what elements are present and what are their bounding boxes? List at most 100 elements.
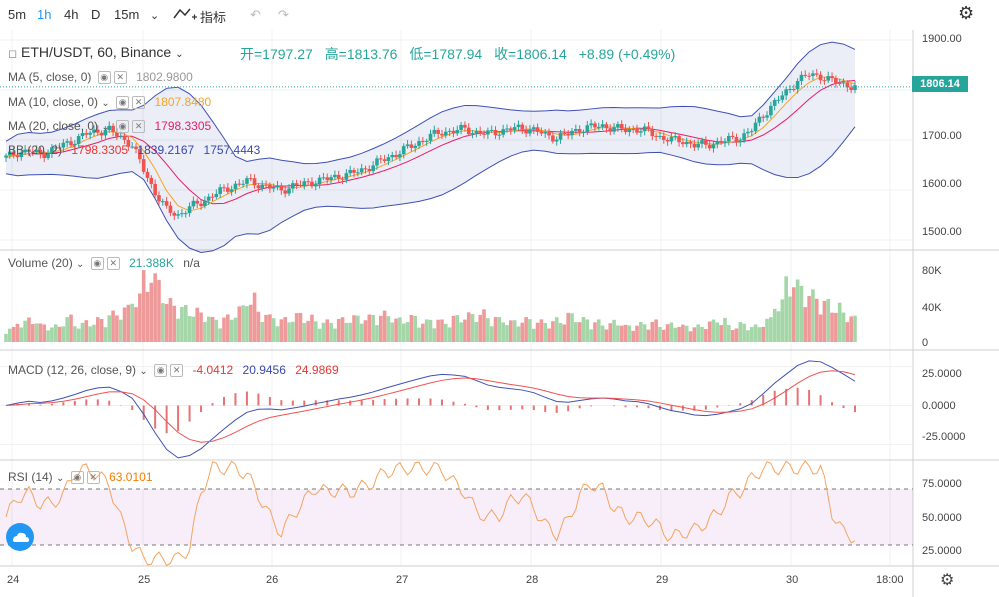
volume-bar	[264, 314, 268, 342]
toolbar: 5m 1h 4h D 15m ⌄ 指标 ↶ ↷ ⚙	[0, 0, 999, 30]
candle-body	[310, 181, 314, 187]
bb-upper-line	[5, 41, 856, 165]
candle-body	[792, 89, 796, 91]
candle-body	[814, 73, 819, 75]
candle-body	[574, 129, 578, 131]
close-icon[interactable]: ✕	[132, 96, 146, 110]
time-axis-settings-icon[interactable]: ⚙	[940, 572, 955, 589]
interval-4h[interactable]: 4h	[64, 7, 79, 22]
candle-body	[424, 140, 429, 142]
candle-body	[145, 171, 150, 178]
legend-volume[interactable]: Volume (20) ⌄ ◉ ✕ 21.388K n/a	[8, 256, 200, 271]
chevron-down-icon[interactable]: ⌄	[139, 366, 148, 377]
legend-ma10[interactable]: MA (10, close, 0) ⌄ ◉ ✕ 1807.8480	[8, 95, 211, 110]
volume-bar	[386, 316, 391, 342]
candle-body	[256, 185, 261, 189]
candle-body	[684, 141, 689, 145]
eye-icon[interactable]: ◉	[70, 471, 84, 485]
eye-icon[interactable]: ◉	[116, 120, 130, 134]
volume-bar	[700, 326, 704, 342]
close-icon[interactable]: ✕	[132, 120, 146, 134]
eye-icon[interactable]: ◉	[90, 257, 104, 271]
candle-body	[604, 124, 609, 129]
macd-tick: 0.0000	[922, 400, 956, 412]
volume-bar	[252, 292, 257, 342]
candle-body	[245, 178, 249, 184]
candle-body	[719, 141, 723, 143]
candle-body	[516, 124, 521, 128]
candle-body	[539, 131, 544, 134]
candle-body	[443, 131, 448, 136]
tradingview-cloud-icon[interactable]	[6, 523, 34, 551]
close-icon[interactable]: ✕	[170, 364, 184, 378]
close-icon[interactable]: ✕	[86, 471, 100, 485]
close-icon[interactable]: ✕	[106, 257, 120, 271]
undo-icon[interactable]: ↶	[250, 7, 261, 22]
chevron-down-icon[interactable]: ⌄	[101, 122, 110, 133]
volume-bar	[424, 319, 429, 342]
candle-body	[210, 196, 215, 198]
volume-bar	[807, 296, 811, 342]
chart-canvas[interactable]	[0, 30, 999, 597]
volume-tick: 80K	[922, 265, 942, 277]
legend-ma5[interactable]: MA (5, close, 0) ◉ ✕ 1802.9800	[8, 70, 193, 85]
candle-body	[50, 147, 54, 154]
volume-bar	[180, 306, 184, 342]
interval-5m[interactable]: 5m	[8, 7, 27, 22]
candle-body	[195, 200, 200, 204]
interval-1h[interactable]: 1h	[37, 7, 52, 22]
rsi-tick: 75.0000	[922, 478, 962, 490]
volume-bar	[688, 331, 693, 342]
ma20-value: 1798.3305	[154, 119, 212, 133]
settings-gear-icon[interactable]: ⚙	[958, 3, 975, 23]
chevron-down-icon[interactable]: ⌄	[56, 473, 65, 484]
candle-body	[306, 181, 310, 183]
volume-bar	[639, 321, 643, 342]
legend-bb[interactable]: BB (20, 2) 1798.3305 1839.2167 1757.4443	[8, 143, 260, 157]
candle-body	[761, 116, 766, 118]
volume-bar	[195, 307, 200, 342]
volume-bar	[631, 330, 635, 342]
candle-body	[103, 130, 108, 136]
legend-ma20[interactable]: MA (20, close, 0) ⌄ ◉ ✕ 1798.3305	[8, 119, 212, 134]
candle-body	[191, 200, 196, 207]
legend-macd[interactable]: MACD (12, 26, close, 9) ⌄ ◉ ✕ -4.0412 20.…	[8, 363, 339, 378]
legend-rsi[interactable]: RSI (14) ⌄ ◉ ✕ 63.0101	[8, 470, 153, 485]
ma20-line	[5, 80, 856, 205]
volume-bar	[27, 317, 31, 342]
eye-icon[interactable]: ◉	[154, 364, 168, 378]
candle-body	[577, 129, 582, 133]
candle-body	[822, 80, 827, 82]
candle-body	[623, 128, 628, 133]
candle-body	[830, 76, 834, 79]
volume-bar	[298, 312, 303, 342]
indicators-button[interactable]: 指标	[200, 10, 227, 25]
candle-body	[677, 136, 681, 143]
indicators-icon[interactable]	[172, 6, 198, 22]
volume-bar	[658, 326, 662, 342]
candle-body	[88, 132, 92, 135]
volume-bar	[516, 326, 521, 342]
collapse-icon[interactable]: ◻	[8, 48, 18, 60]
volume-bar	[455, 315, 460, 342]
chevron-down-icon[interactable]: ⌄	[101, 98, 110, 109]
volume-bar	[157, 279, 161, 342]
eye-icon[interactable]: ◉	[116, 96, 130, 110]
redo-icon[interactable]: ↷	[278, 7, 289, 22]
candle-body	[363, 168, 368, 170]
eye-icon[interactable]: ◉	[97, 71, 111, 85]
volume-bar	[69, 314, 73, 342]
interval-dropdown-icon[interactable]: ⌄	[150, 10, 160, 22]
chevron-down-icon[interactable]: ⌄	[76, 259, 85, 270]
symbol-title[interactable]: ◻ ETH/USDT, 60, Binance ⌄	[8, 44, 183, 60]
ma20-label: MA (20, close, 0)	[8, 119, 99, 133]
volume-bar	[53, 324, 58, 342]
close-icon[interactable]: ✕	[113, 71, 127, 85]
interval-d[interactable]: D	[91, 7, 101, 22]
interval-15m[interactable]: 15m	[114, 7, 140, 22]
volume-bar	[95, 317, 100, 342]
chevron-down-icon[interactable]: ⌄	[175, 49, 184, 60]
candle-body	[692, 143, 697, 148]
candle-body	[27, 149, 31, 152]
volume-bar	[642, 324, 647, 342]
